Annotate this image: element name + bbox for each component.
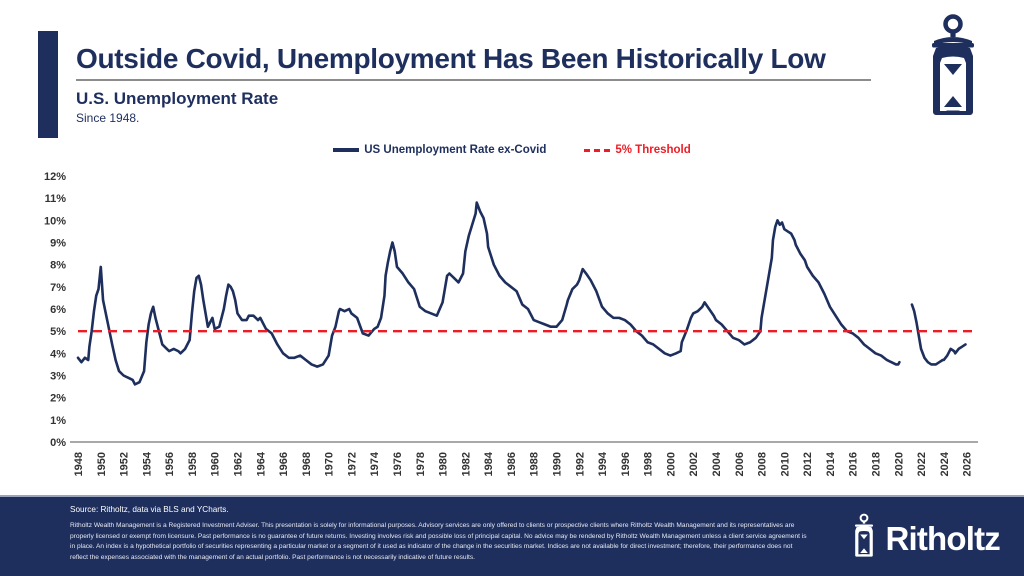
x-axis-tick: 2018 xyxy=(870,452,882,476)
x-axis-tick: 1970 xyxy=(324,452,336,476)
x-axis-tick: 1948 xyxy=(73,452,85,476)
chart-legend: US Unemployment Rate ex-Covid 5% Thresho… xyxy=(0,144,1024,156)
legend-swatch-solid-icon xyxy=(333,148,360,152)
x-axis-tick: 1958 xyxy=(187,452,199,476)
x-axis-tick: 2002 xyxy=(688,452,700,476)
legend-item-series[interactable]: US Unemployment Rate ex-Covid xyxy=(333,144,546,156)
chart-date-range: Since 1948. xyxy=(76,111,140,126)
x-axis-tick: 2022 xyxy=(916,452,928,476)
x-axis-tick: 2020 xyxy=(893,452,905,476)
x-axis-tick: 1978 xyxy=(415,452,427,476)
title-divider xyxy=(76,79,871,82)
x-axis-tick: 2004 xyxy=(711,451,723,476)
x-axis-tick: 2010 xyxy=(779,452,791,476)
x-axis-tick: 1964 xyxy=(255,451,267,476)
x-axis-tick: 1954 xyxy=(141,451,153,476)
accent-bar xyxy=(38,31,58,138)
x-axis-tick: 1982 xyxy=(460,452,472,476)
x-axis-tick: 1950 xyxy=(96,452,108,476)
y-axis-tick: 9% xyxy=(50,238,66,250)
x-axis-tick: 1996 xyxy=(620,452,632,476)
y-axis-tick: 5% xyxy=(50,326,66,338)
y-axis-tick: 11% xyxy=(45,193,67,205)
y-axis-tick: 0% xyxy=(50,437,66,449)
x-axis-tick: 1986 xyxy=(506,452,518,476)
y-axis-tick: 2% xyxy=(50,393,66,405)
x-axis-tick: 1974 xyxy=(369,451,381,476)
x-axis-tick: 2026 xyxy=(962,452,974,476)
x-axis-tick: 1976 xyxy=(392,452,404,476)
source-line: Source: Ritholtz, data via BLS and YChar… xyxy=(70,505,229,514)
footer-brand: Ritholtz xyxy=(851,513,1001,564)
y-axis-tick: 6% xyxy=(50,304,66,316)
x-axis-tick: 1990 xyxy=(551,452,563,476)
legend-item-threshold[interactable]: 5% Threshold xyxy=(584,144,691,156)
x-axis-tick: 1952 xyxy=(119,452,131,476)
x-axis-tick-labels: 1948 1950 1952 1954 1956 1958 1960 1962 1964 1966… xyxy=(73,451,974,476)
footer-brand-name: Ritholtz xyxy=(885,520,1000,557)
x-axis-tick: 1968 xyxy=(301,452,313,476)
x-axis-tick: 2006 xyxy=(734,452,746,476)
x-axis-tick: 2008 xyxy=(757,452,769,476)
x-axis-tick: 1994 xyxy=(597,451,609,476)
y-axis-tick-labels: 0% 1% 2% 3% 4% 5% 6% 7% 8% 9% 10% 11% 12% xyxy=(44,171,66,449)
x-axis-tick: 2014 xyxy=(825,451,837,476)
x-axis-tick: 2016 xyxy=(848,452,860,476)
series-line xyxy=(910,303,967,366)
legend-label-series: US Unemployment Rate ex-Covid xyxy=(364,144,547,156)
series-paths xyxy=(76,201,967,386)
chart-plot-area: 0% 1% 2% 3% 4% 5% 6% 7% 8% 9% 10% 11% 12% 1948 1950 19… xyxy=(0,168,1024,488)
y-axis-tick: 12% xyxy=(44,171,66,183)
title-block: Outside Covid, Unemployment Has Been His… xyxy=(76,44,876,125)
chart-subtitle: U.S. Unemployment Rate xyxy=(76,89,279,109)
x-axis-tick: 1992 xyxy=(574,452,586,476)
footer: Source: Ritholtz, data via BLS and YChar… xyxy=(0,495,1024,576)
series-line xyxy=(76,201,901,386)
x-axis-tick: 1966 xyxy=(278,452,290,476)
legend-swatch-dashed-icon xyxy=(584,148,611,152)
legend-label-threshold: 5% Threshold xyxy=(615,144,691,156)
x-axis-tick: 1998 xyxy=(643,452,655,476)
x-axis-tick: 1956 xyxy=(164,452,176,476)
x-axis-tick: 1960 xyxy=(210,452,222,476)
header: Outside Covid, Unemployment Has Been His… xyxy=(0,0,1024,140)
x-axis-tick: 1988 xyxy=(529,452,541,476)
x-axis-tick: 1980 xyxy=(438,452,450,476)
x-axis-tick: 2000 xyxy=(665,452,677,476)
x-axis-tick: 2024 xyxy=(939,451,951,476)
y-axis-tick: 8% xyxy=(50,260,66,272)
disclaimer-text: Ritholtz Wealth Management is a Register… xyxy=(70,522,807,562)
x-axis-tick: 1984 xyxy=(483,451,495,476)
y-axis-tick: 3% xyxy=(50,371,66,383)
ritholtz-lantern-icon-small xyxy=(851,513,877,564)
y-axis-tick: 1% xyxy=(50,415,66,427)
x-axis-tick: 1962 xyxy=(232,452,244,476)
ritholtz-lantern-icon xyxy=(922,14,984,122)
x-axis-tick: 2012 xyxy=(802,452,814,476)
y-axis-tick: 7% xyxy=(50,282,66,294)
x-axis-tick: 1972 xyxy=(346,452,358,476)
y-axis-tick: 4% xyxy=(50,348,66,360)
y-axis-tick: 10% xyxy=(44,215,66,227)
page-title: Outside Covid, Unemployment Has Been His… xyxy=(76,43,826,74)
unemployment-line-chart: 0%1%2%3%4%5%6%7%8%9%10%11%12% 1948 1950 19… xyxy=(44,171,978,476)
